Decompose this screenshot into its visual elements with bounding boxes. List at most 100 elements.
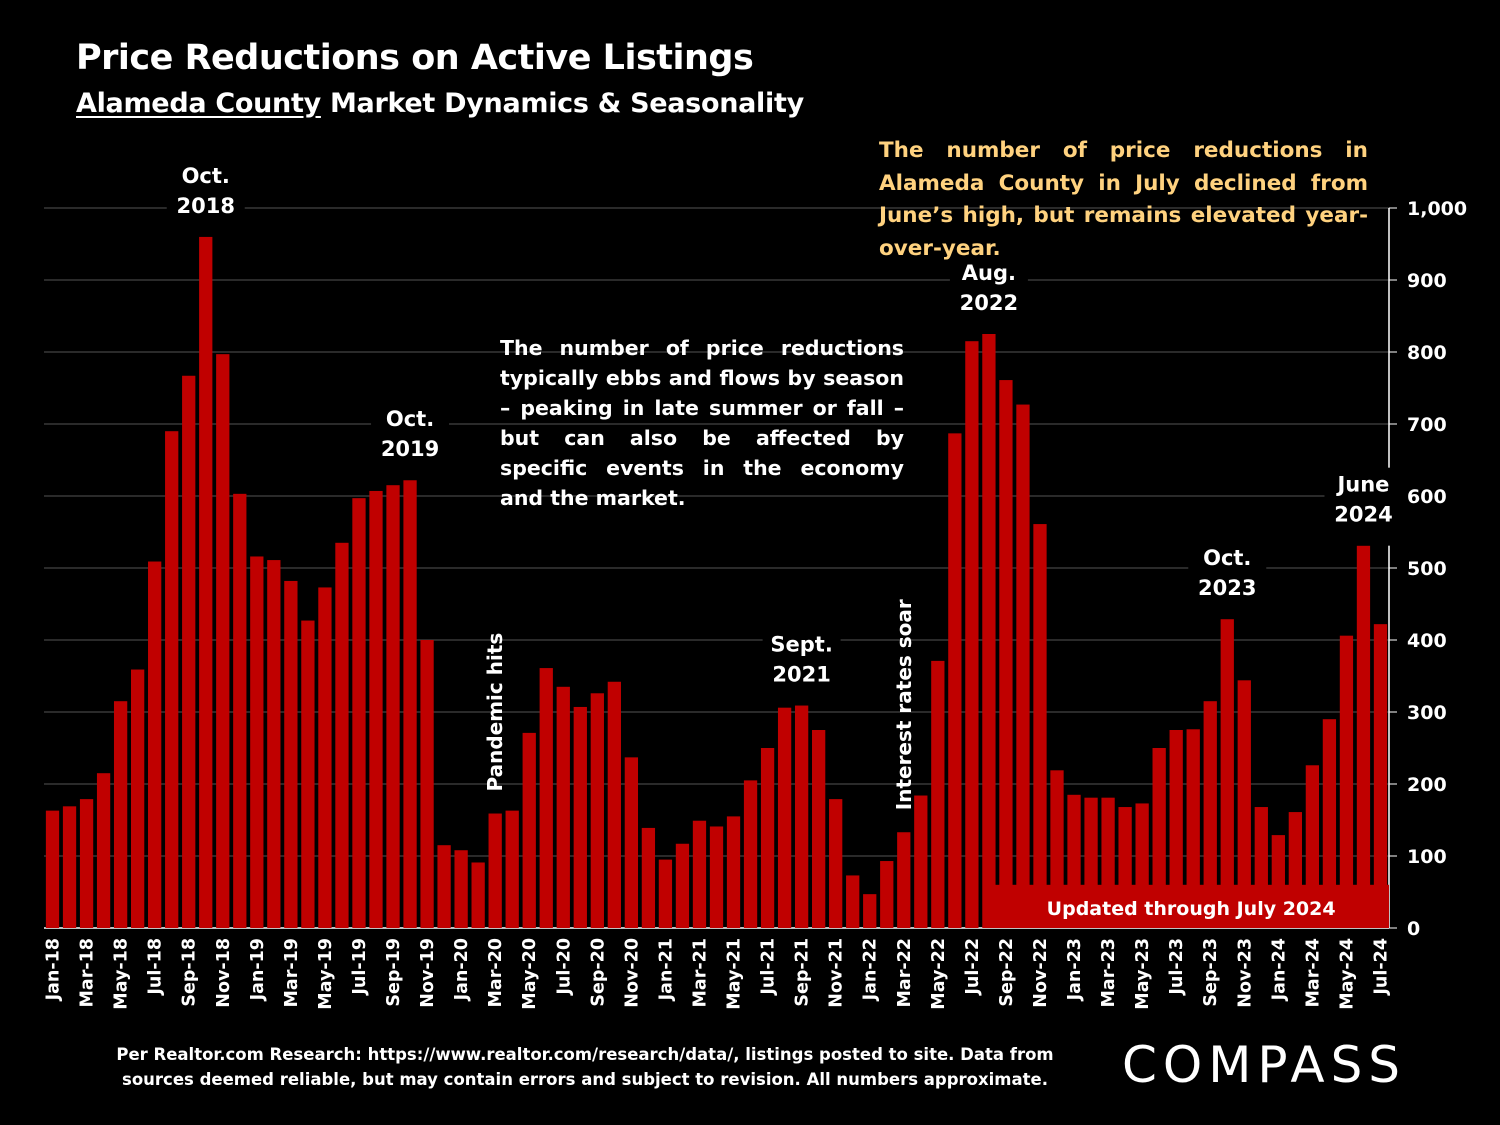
bar [607,681,621,928]
x-tick-label: Nov-19 [418,938,438,1008]
y-tick-label: 300 [1407,702,1447,724]
peak-annotation: 2023 [1198,576,1256,600]
peak-annotation: 2019 [381,437,439,461]
bar [590,693,604,928]
peak-annotation: June [1335,473,1389,497]
bar [505,810,519,928]
x-tick-label: Jan-23 [1065,938,1085,1001]
peak-annotation: 2021 [772,663,830,687]
bar [284,580,298,928]
note-text: The number of price reductions typically… [500,336,904,510]
subtitle-county: Alameda County [76,88,321,119]
bar [250,556,264,928]
bar [675,843,690,928]
annotation-backdrop [762,627,841,706]
compass-logo: COMPASS [1122,1036,1406,1094]
bar [1322,719,1337,928]
bar [709,826,724,928]
y-tick-label: 700 [1407,414,1447,436]
logo-wordmark: COMPASS [1122,1036,1406,1094]
x-tick-label: Sep-22 [997,938,1017,1007]
x-tick-label: Jul-19 [350,938,370,996]
bar [1203,701,1217,928]
callout-text: The number of price reductions in Alamed… [879,138,1368,261]
bar [267,560,281,928]
bar [1016,404,1030,928]
bar [760,748,775,928]
annotation-backdrop [371,402,450,481]
x-tick-label: Mar-18 [78,938,98,1007]
bar [539,668,553,928]
x-tick-label: Nov-21 [827,938,847,1008]
x-tick-label: Sep-21 [793,938,813,1007]
x-tick-label: May-20 [520,938,540,1010]
bar [829,799,843,928]
bar [471,862,485,928]
bar [777,707,792,928]
bar [1152,748,1166,928]
y-tick-label: 600 [1407,486,1447,508]
peak-annotation: 2022 [960,291,1018,315]
bar [880,861,894,928]
bar [914,795,928,928]
x-tick-label: Sep-20 [588,938,608,1007]
bar [1356,545,1371,928]
x-tick-label: May-19 [316,938,336,1010]
x-tick-label: Jan-21 [656,938,676,1001]
bar [182,375,196,928]
update-banner-label: Updated through July 2024 [1047,898,1336,920]
y-tick-label: 800 [1407,342,1447,364]
bar [318,587,332,928]
bar [846,875,860,928]
bar [130,669,145,928]
y-tick-labels: 0 100 200 300 400 500 600 700 800 900 1,000 [1407,198,1467,940]
x-tick-label: Mar-24 [1303,938,1323,1007]
x-tick-label: Jan-20 [452,938,472,1001]
bar [624,757,639,928]
subtitle-rest: Market Dynamics & Seasonality [320,88,804,119]
bar [948,433,962,928]
bar [641,827,656,928]
bar [165,431,179,928]
x-tick-label: Jul-20 [554,938,574,996]
bar [999,380,1013,929]
bar [658,859,673,928]
bar [931,660,945,928]
footnote-line-1: Per Realtor.com Research: https://www.re… [116,1045,1054,1064]
peak-annotation: Oct. [386,407,434,431]
y-tick-label: 500 [1407,558,1447,580]
x-tick-label: Jul-23 [1167,938,1187,996]
x-tick-label: Sep-23 [1201,938,1221,1007]
bar [45,810,60,928]
x-tick-label: Mar-19 [282,938,302,1007]
bar [863,894,877,928]
x-tick-labels: Jan-18 Mar-18 May-18 Jul-18 Sep-18 Nov-18 Jan-… [44,938,1392,1010]
annotation-backdrop [1188,541,1267,620]
bar [1033,524,1047,928]
annotation-backdrop [166,158,245,237]
bar [726,816,741,928]
peak-annotation: Oct. [182,164,230,188]
x-tick-label: Mar-21 [690,938,710,1007]
x-tick-label: Sep-18 [180,938,200,1007]
bar [1186,729,1200,928]
bar [1220,619,1234,928]
bar [233,493,247,928]
bar [1237,680,1251,928]
update-banner [993,884,1389,928]
bar [96,773,111,928]
bar [369,490,383,928]
annotation-backdrop [1324,467,1403,546]
bar [556,686,570,928]
x-tick-label: Jul-22 [963,938,983,996]
bar [62,806,77,928]
bar [897,832,911,928]
bar [488,813,502,928]
x-tick-label: Mar-23 [1099,938,1119,1007]
annotation-backdrop [949,256,1028,334]
y-tick-label: 1,000 [1407,198,1467,220]
source-footnote: Per Realtor.com Research: https://www.re… [110,1042,1060,1092]
bar [386,485,400,928]
bar [113,701,128,928]
